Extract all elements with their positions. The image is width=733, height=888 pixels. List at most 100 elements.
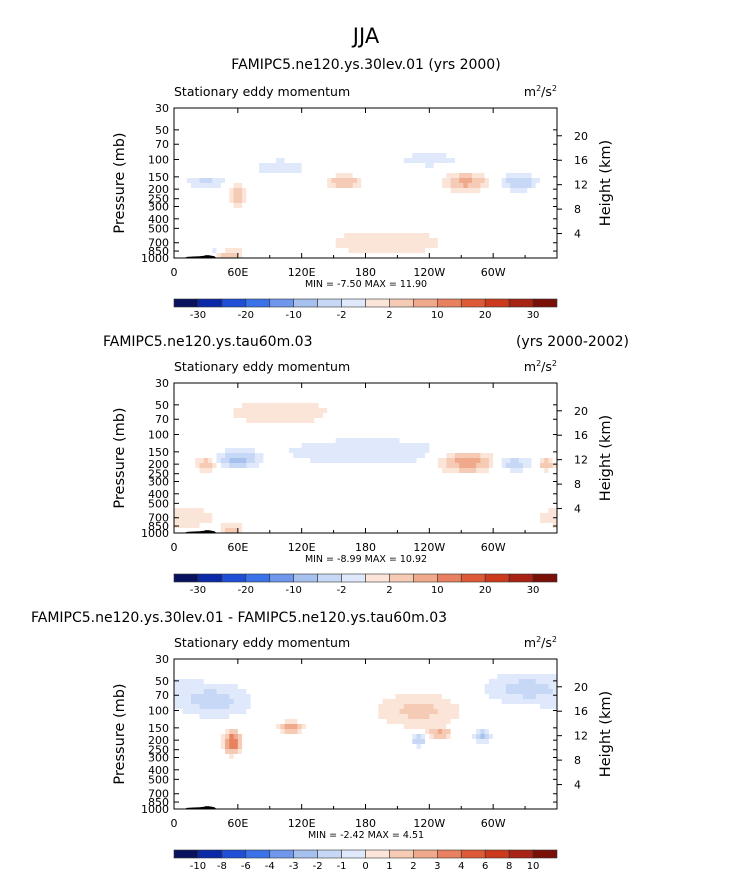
heatmap-cell — [535, 113, 541, 119]
heatmap-cell — [250, 158, 256, 164]
heatmap-cell — [280, 403, 286, 409]
heatmap-cell — [229, 233, 235, 239]
heatmap-cell — [305, 423, 311, 429]
heatmap-cell — [395, 488, 401, 494]
heatmap-cell — [412, 153, 418, 159]
heatmap-cell — [254, 413, 260, 419]
heatmap-cell — [318, 253, 324, 258]
heatmap-cell — [225, 213, 230, 219]
heatmap-cell — [395, 403, 401, 409]
heatmap-cell — [505, 218, 511, 224]
heatmap-cell — [250, 218, 256, 224]
heatmap-cell — [318, 108, 324, 114]
heatmap-cell — [322, 193, 328, 199]
heatmap-cell — [531, 453, 537, 459]
heatmap-cell — [174, 183, 179, 189]
heatmap-cell — [476, 233, 481, 239]
heatmap-cell — [348, 458, 354, 464]
heatmap-cell — [450, 248, 456, 254]
heatmap-cell — [361, 198, 367, 204]
heatmap-cell — [412, 168, 418, 174]
heatmap-cell — [310, 398, 316, 404]
heatmap-cell — [454, 233, 460, 239]
heatmap-cell — [216, 163, 222, 169]
heatmap-cell — [539, 473, 545, 479]
heatmap-cell — [552, 433, 557, 439]
heatmap-cell — [233, 168, 239, 174]
heatmap-cell — [237, 153, 243, 159]
heatmap-cell — [476, 483, 481, 489]
heatmap-cell — [493, 483, 499, 489]
heatmap-cell — [488, 403, 494, 409]
heatmap-cell — [280, 398, 286, 404]
heatmap-cell — [535, 193, 541, 199]
heatmap-cell — [178, 253, 184, 258]
heatmap-cell — [331, 183, 337, 189]
heatmap-cell — [476, 403, 481, 409]
heatmap-cell — [484, 423, 490, 429]
heatmap-cell — [271, 393, 277, 399]
heatmap-cell — [386, 423, 392, 429]
heatmap-cell — [514, 213, 520, 219]
heatmap-cell — [480, 138, 486, 144]
heatmap-cell — [284, 193, 290, 199]
heatmap-cell — [186, 213, 192, 219]
heatmap-cell — [535, 208, 541, 214]
heatmap-cell — [208, 458, 213, 464]
heatmap-cell — [416, 393, 422, 399]
heatmap-cell — [216, 498, 222, 504]
heatmap-cell — [365, 488, 371, 494]
heatmap-cell — [518, 458, 524, 464]
heatmap-cell — [437, 393, 443, 399]
heatmap-cell — [322, 393, 328, 399]
heatmap-cell — [425, 188, 430, 194]
heatmap-cell — [297, 443, 303, 449]
heatmap-cell — [408, 198, 413, 204]
heatmap-cell — [335, 183, 341, 189]
heatmap-cell — [254, 188, 260, 194]
heatmap-cell — [280, 423, 286, 429]
heatmap-cell — [454, 488, 460, 494]
heatmap-cell — [446, 433, 452, 439]
heatmap-cell — [416, 448, 422, 454]
heatmap-cell — [178, 153, 184, 159]
heatmap-cell — [233, 453, 239, 459]
heatmap-cell — [552, 238, 557, 244]
heatmap-cell — [535, 473, 541, 479]
heatmap-cell — [412, 493, 418, 499]
heatmap-cell — [365, 478, 371, 484]
heatmap-cell — [484, 193, 490, 199]
heatmap-cell — [386, 223, 392, 229]
heatmap-cell — [335, 148, 341, 154]
heatmap-cell — [178, 128, 184, 134]
heatmap-cell — [463, 438, 469, 444]
heatmap-cell — [242, 383, 247, 389]
heatmap-cell — [335, 408, 341, 414]
heatmap-cell — [174, 133, 179, 139]
heatmap-cell — [522, 478, 528, 484]
heatmap-cell — [237, 193, 243, 199]
heatmap-cell — [450, 393, 456, 399]
heatmap-cell — [335, 158, 341, 164]
heatmap-cell — [335, 443, 341, 449]
heatmap-cell — [199, 438, 205, 444]
heatmap-cell — [514, 203, 520, 209]
heatmap-cell — [267, 433, 273, 439]
heatmap-cell — [493, 183, 499, 189]
heatmap-cell — [510, 213, 516, 219]
heatmap-cell — [191, 218, 196, 224]
heatmap-cell — [522, 163, 528, 169]
heatmap-cell — [505, 228, 511, 234]
heatmap-cell — [412, 233, 418, 239]
heatmap-cell — [318, 433, 324, 439]
heatmap-cell — [276, 443, 281, 449]
heatmap-cell — [195, 483, 201, 489]
heatmap-cell — [378, 133, 384, 139]
heatmap-cell — [361, 423, 367, 429]
heatmap-cell — [276, 408, 281, 414]
heatmap-cell — [378, 488, 384, 494]
heatmap-cell — [403, 498, 409, 504]
heatmap-cell — [199, 443, 205, 449]
heatmap-cell — [327, 123, 333, 129]
heatmap-cell — [510, 188, 516, 194]
